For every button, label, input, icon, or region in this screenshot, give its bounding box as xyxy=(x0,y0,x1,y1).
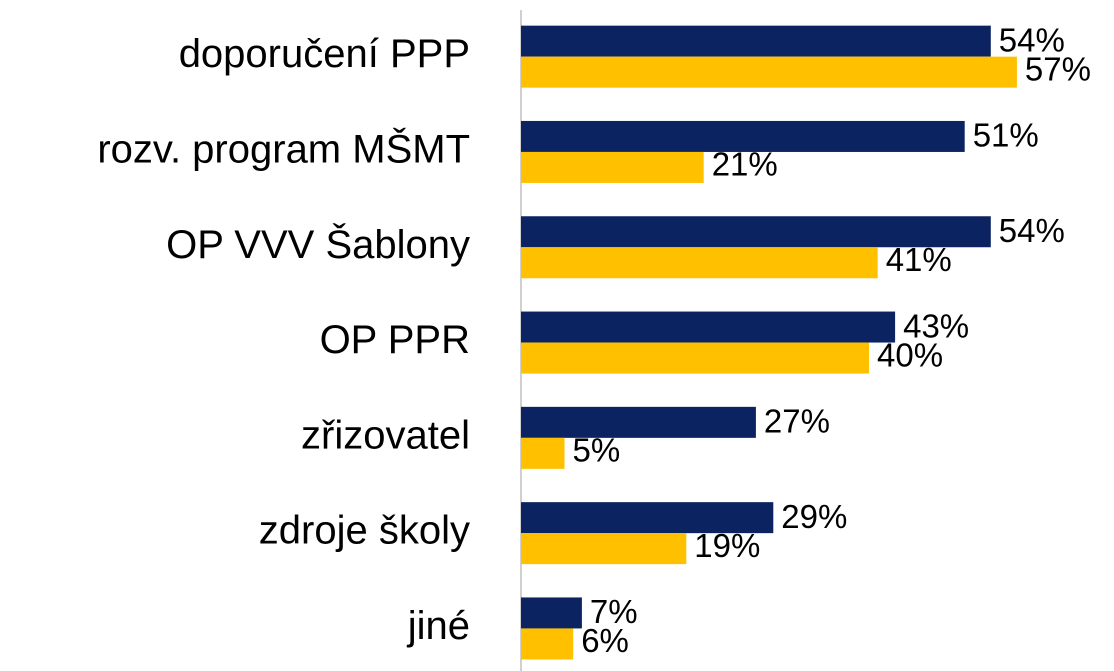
bar xyxy=(521,120,965,152)
value-label: 54% xyxy=(999,212,1065,249)
bar xyxy=(521,628,574,660)
value-label: 41% xyxy=(886,241,952,278)
bar xyxy=(521,151,704,183)
category-label: OP PPR xyxy=(320,318,470,362)
value-label: 27% xyxy=(764,403,830,440)
value-label: 21% xyxy=(712,146,778,183)
value-label: 7% xyxy=(590,593,638,630)
bar xyxy=(521,437,565,469)
value-label: 43% xyxy=(903,307,969,344)
value-label: 5% xyxy=(573,432,621,469)
value-label: 19% xyxy=(694,527,760,564)
category-label: OP VVV Šablony xyxy=(166,222,470,267)
value-label: 6% xyxy=(581,622,629,659)
value-label: 40% xyxy=(877,336,943,373)
value-label: 54% xyxy=(999,21,1065,58)
bar xyxy=(521,342,869,374)
bar xyxy=(521,25,991,57)
bar xyxy=(521,311,896,343)
bar xyxy=(521,247,878,279)
category-label: rozv. program MŠMT xyxy=(97,127,470,172)
bar xyxy=(521,216,991,248)
bar xyxy=(521,597,582,629)
category-label: zřizovatel xyxy=(301,413,470,457)
bar xyxy=(521,56,1017,88)
bar xyxy=(521,406,756,438)
category-label: zdroje školy xyxy=(259,509,470,553)
category-label: jiné xyxy=(407,604,470,648)
value-label: 51% xyxy=(973,117,1039,154)
bar xyxy=(521,502,774,534)
bar xyxy=(521,533,687,565)
category-label: doporučení PPP xyxy=(179,32,470,76)
value-label: 29% xyxy=(781,498,847,535)
value-label: 57% xyxy=(1025,50,1091,87)
